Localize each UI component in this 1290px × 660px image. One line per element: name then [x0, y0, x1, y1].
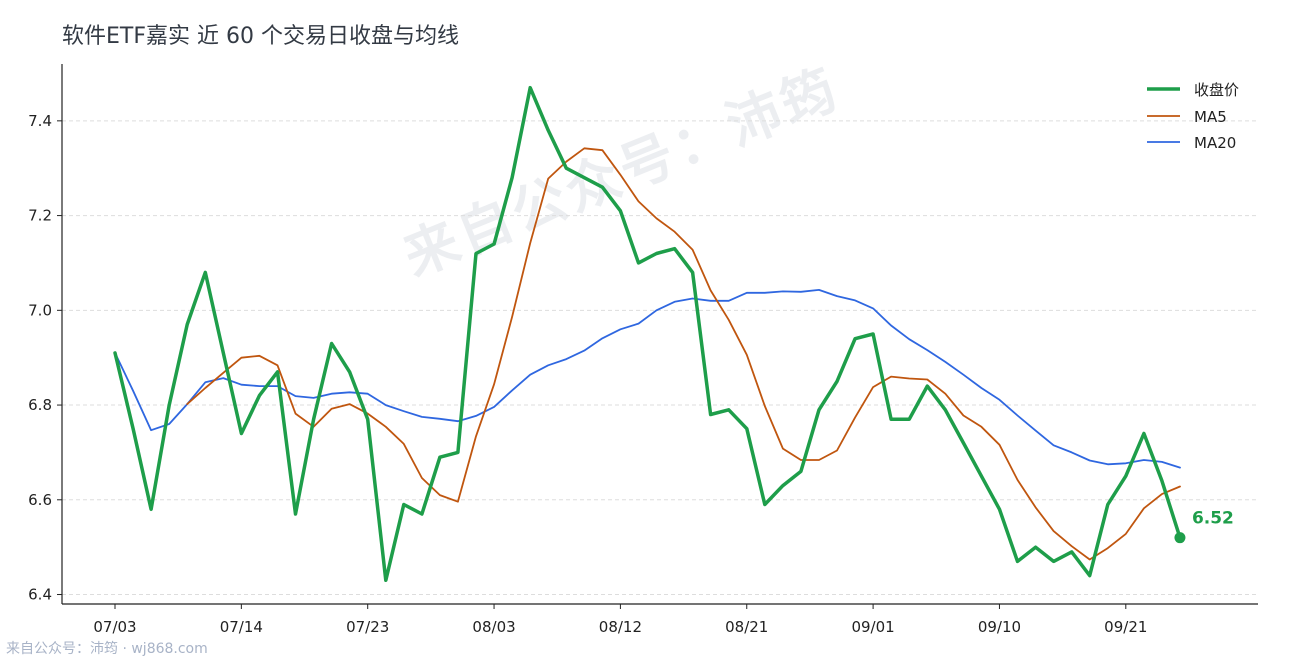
ma5-line	[186, 147, 1181, 561]
x-tick-label: 09/01	[851, 618, 894, 636]
x-tick-label: 09/21	[1104, 618, 1147, 636]
last-close-point	[1174, 532, 1186, 544]
x-tick-label: 07/14	[220, 618, 263, 636]
legend: 收盘价 MA5 MA20	[1147, 81, 1239, 152]
x-tick-label: 08/21	[725, 618, 768, 636]
x-tick-label: 07/23	[346, 618, 389, 636]
series-lines: 6.52	[113, 85, 1234, 583]
last-close-label: 6.52	[1192, 509, 1234, 529]
y-tick-label: 7.4	[28, 112, 52, 130]
legend-label-close: 收盘价	[1194, 81, 1239, 99]
close-price-line	[113, 85, 1182, 583]
x-tick-label: 08/03	[472, 618, 515, 636]
y-tick-label: 7.0	[28, 301, 52, 319]
x-tick-label: 08/12	[599, 618, 642, 636]
legend-label-ma5: MA5	[1194, 108, 1227, 126]
y-tick-label: 6.8	[28, 396, 52, 414]
y-tick-label: 6.4	[28, 586, 52, 604]
ma20-line	[114, 289, 1181, 469]
x-tick-label: 07/03	[93, 618, 136, 636]
axes: 6.4 6.6 6.8 7.0 7.2 7.4 07/03 07/14 07/23 08/03 08…	[28, 64, 1258, 636]
source-credit: 来自公众号：沛筠 · wj868.com	[6, 641, 208, 657]
grid-lines	[62, 120, 1258, 596]
y-tick-label: 7.2	[28, 207, 52, 225]
legend-label-ma20: MA20	[1194, 134, 1236, 152]
x-tick-label: 09/10	[978, 618, 1021, 636]
y-tick-label: 6.6	[28, 491, 52, 509]
chart-title: 软件ETF嘉实 近 60 个交易日收盘与均线	[62, 24, 459, 49]
